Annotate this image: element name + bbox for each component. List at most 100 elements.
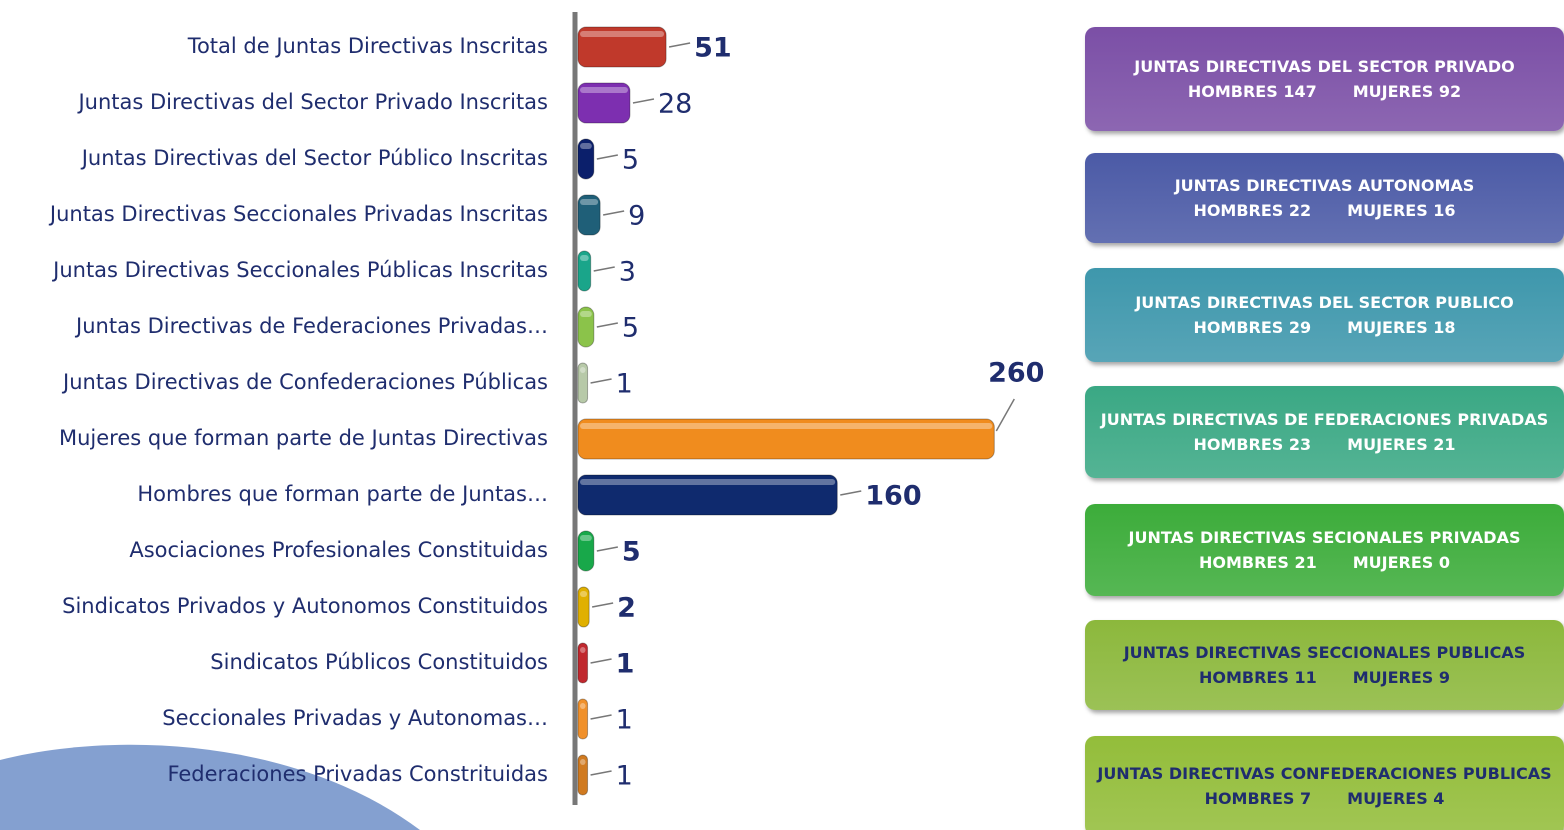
- category-label: Total de Juntas Directivas Inscritas: [187, 34, 548, 58]
- stat-mujeres: MUJERES 18: [1347, 318, 1456, 337]
- box-title: JUNTAS DIRECTIVAS DE FEDERACIONES PRIVAD…: [1100, 410, 1549, 429]
- category-label: Federaciones Privadas Constrituidas: [167, 762, 548, 786]
- leader-line: [632, 98, 655, 104]
- value-label: 1: [616, 761, 633, 792]
- stat-hombres: HOMBRES 7: [1204, 789, 1312, 808]
- stat-hombres: HOMBRES 11: [1199, 668, 1317, 687]
- value-label: 1: [616, 649, 635, 680]
- bar: [577, 586, 590, 628]
- stat-mujeres: MUJERES 21: [1347, 435, 1456, 454]
- leader-line: [840, 490, 862, 496]
- bar: [577, 362, 589, 404]
- category-label: Juntas Directivas de Federaciones Privad…: [74, 314, 548, 338]
- info-box: JUNTAS DIRECTIVAS DEL SECTOR PRIVADO HOMB…: [1085, 27, 1564, 131]
- leader-line: [596, 322, 618, 328]
- value-label: 5: [622, 313, 639, 344]
- stat-hombres: HOMBRES 29: [1193, 318, 1312, 337]
- category-label: Sindicatos Públicos Constituidos: [210, 650, 548, 674]
- value-label: 3: [619, 257, 636, 288]
- category-label: Juntas Directivas Seccionales Públicas I…: [51, 258, 548, 282]
- value-label: 5: [622, 145, 639, 176]
- bar-highlight: [580, 87, 628, 93]
- stat-hombres: HOMBRES 22: [1193, 201, 1312, 220]
- bar-highlight: [580, 535, 592, 541]
- bar: [577, 194, 601, 236]
- value-label: 160: [865, 481, 921, 512]
- box-title: JUNTAS DIRECTIVAS DEL SECTOR PRIVADO: [1134, 57, 1515, 76]
- info-box: JUNTAS DIRECTIVAS SECIONALES PRIVADAS HOM…: [1085, 504, 1564, 596]
- box-stats: HOMBRES 7 MUJERES 4: [1205, 788, 1445, 809]
- value-label: 51: [694, 33, 732, 64]
- bar: [577, 642, 589, 684]
- bar: [577, 418, 995, 460]
- category-label: Juntas Directivas de Confederaciones Púb…: [61, 370, 548, 394]
- bar: [577, 754, 589, 796]
- bar-highlight: [580, 367, 586, 373]
- bar-highlight: [580, 703, 586, 709]
- category-label: Seccionales Privadas y Autonomas…: [162, 706, 548, 730]
- value-label: 1: [616, 369, 633, 400]
- stat-hombres: HOMBRES 23: [1193, 435, 1312, 454]
- stat-mujeres: MUJERES 16: [1347, 201, 1456, 220]
- bar-highlight: [580, 31, 665, 37]
- value-label: 5: [622, 537, 641, 568]
- box-title: JUNTAS DIRECTIVAS SECIONALES PRIVADAS: [1128, 528, 1521, 547]
- leader-line: [593, 266, 615, 272]
- leader-line: [590, 770, 612, 776]
- box-title: JUNTAS DIRECTIVAS AUTONOMAS: [1174, 176, 1475, 195]
- bar: [577, 474, 838, 516]
- stat-hombres: HOMBRES 21: [1199, 553, 1317, 572]
- category-label: Asociaciones Profesionales Constituidas: [129, 538, 548, 562]
- bar-highlight: [580, 591, 588, 597]
- box-stats: HOMBRES 23 MUJERES 21: [1193, 434, 1455, 455]
- info-box: JUNTAS DIRECTIVAS DE FEDERACIONES PRIVAD…: [1085, 386, 1564, 478]
- bar: [577, 26, 667, 68]
- category-label: Mujeres que forman parte de Juntas Direc…: [59, 426, 548, 450]
- bar: [577, 250, 592, 292]
- stat-mujeres: MUJERES 9: [1352, 668, 1450, 687]
- bar: [577, 138, 595, 180]
- box-stats: HOMBRES 21 MUJERES 0: [1199, 552, 1450, 573]
- bar-highlight: [580, 423, 993, 429]
- box-title: JUNTAS DIRECTIVAS CONFEDERACIONES PUBLIC…: [1097, 764, 1552, 783]
- bar: [577, 698, 589, 740]
- stat-mujeres: MUJERES 92: [1352, 82, 1462, 101]
- stat-hombres: HOMBRES 147: [1187, 82, 1317, 101]
- leader-line: [590, 714, 612, 720]
- category-label: Sindicatos Privados y Autonomos Constitu…: [62, 594, 548, 618]
- bar: [577, 82, 631, 124]
- bar-highlight: [580, 479, 836, 485]
- box-stats: HOMBRES 22 MUJERES 16: [1193, 200, 1455, 221]
- leader-line: [995, 398, 1015, 432]
- leader-line: [596, 546, 618, 552]
- leader-line: [602, 210, 625, 216]
- category-label: Juntas Directivas Seccionales Privadas I…: [48, 202, 548, 226]
- leader-line: [596, 154, 618, 160]
- bar-highlight: [580, 759, 586, 765]
- leader-line: [590, 378, 612, 384]
- decoration: [0, 744, 420, 830]
- info-box: JUNTAS DIRECTIVAS DEL SECTOR PUBLICO HOMB…: [1085, 268, 1564, 362]
- info-box: JUNTAS DIRECTIVAS AUTONOMAS HOMBRES 22 MUJ…: [1085, 153, 1564, 243]
- box-title: JUNTAS DIRECTIVAS DEL SECTOR PUBLICO: [1135, 293, 1514, 312]
- value-label: 9: [628, 201, 645, 232]
- bar: [577, 530, 595, 572]
- bar-highlight: [580, 647, 586, 653]
- bar-highlight: [580, 255, 589, 261]
- info-box: JUNTAS DIRECTIVAS CONFEDERACIONES PUBLIC…: [1085, 736, 1564, 830]
- value-label: 1: [616, 705, 633, 736]
- leader-line: [668, 42, 691, 48]
- bar: [577, 306, 595, 348]
- value-label: 2: [617, 593, 636, 624]
- bar-highlight: [580, 143, 592, 149]
- bar-highlight: [580, 199, 599, 205]
- box-stats: HOMBRES 147 MUJERES 92: [1188, 81, 1461, 102]
- bar-highlight: [580, 311, 592, 317]
- box-stats: HOMBRES 11 MUJERES 9: [1199, 667, 1450, 688]
- category-label: Hombres que forman parte de Juntas…: [137, 482, 548, 506]
- info-box: JUNTAS DIRECTIVAS SECCIONALES PUBLICAS HO…: [1085, 620, 1564, 710]
- value-label: 260: [988, 358, 1044, 389]
- leader-line: [590, 658, 612, 664]
